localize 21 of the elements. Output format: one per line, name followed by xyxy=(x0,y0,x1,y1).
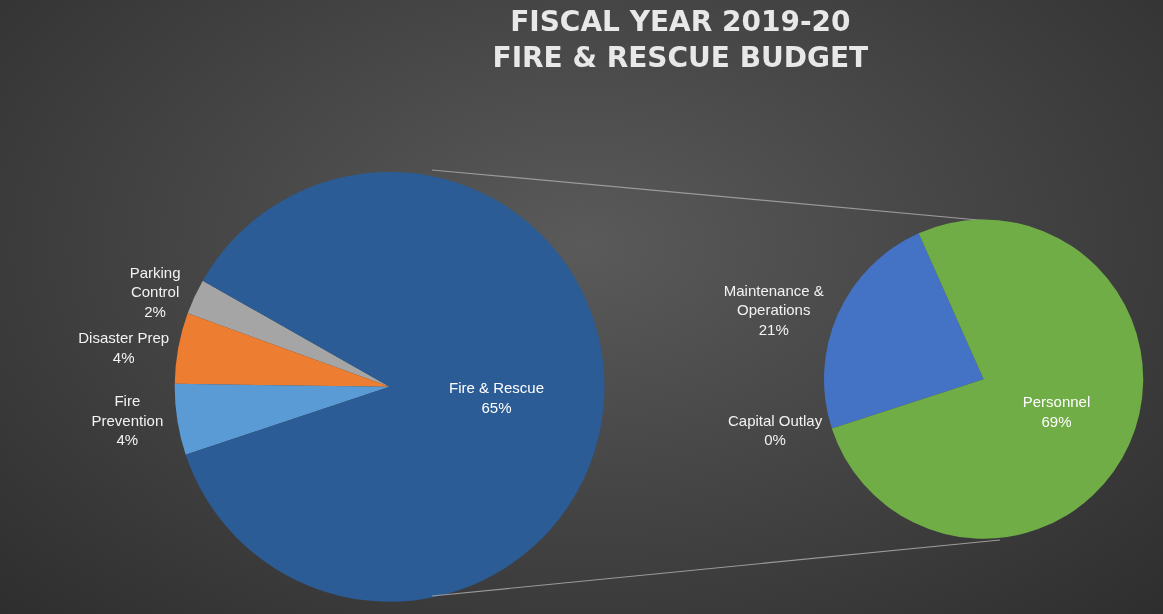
slice-label: Personnel xyxy=(1022,393,1091,411)
data-label: 65% xyxy=(481,398,512,416)
slice-label: Disaster Prep xyxy=(78,329,170,347)
data-label: 4% xyxy=(112,348,135,366)
category-label: Capital Outlay xyxy=(727,411,823,429)
slice-label: Maintenance & Operations xyxy=(723,281,824,319)
pie-slice xyxy=(187,280,390,387)
data-label: 4% xyxy=(116,431,139,449)
data-label: 69% xyxy=(1041,412,1072,430)
slice-label: Parking Control xyxy=(129,263,181,301)
data-label: 2% xyxy=(144,302,166,320)
pie-slice xyxy=(824,233,984,429)
text: 0% xyxy=(764,431,786,449)
pie-slice xyxy=(174,383,390,455)
text: FISCAL YEAR 2019-20 FIRE & RESCUE BUDGET xyxy=(492,4,869,75)
slice-label: Fire & Rescue xyxy=(449,379,545,397)
pie-slice xyxy=(185,171,605,602)
slice-label: Fire Prevention xyxy=(91,392,164,429)
pie-slice xyxy=(174,313,390,387)
data-label: 21% xyxy=(758,320,789,338)
pie-slice xyxy=(831,219,1144,539)
